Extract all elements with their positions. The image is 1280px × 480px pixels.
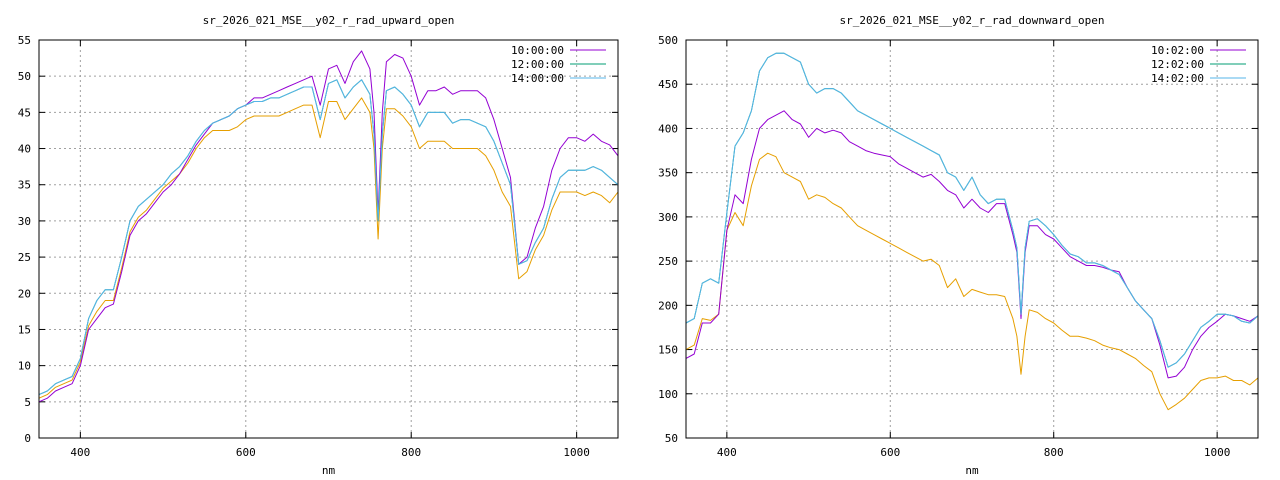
y-tick-label: 250 <box>658 255 678 268</box>
chart-1: sr_2026_021_MSE__y02_r_rad_upward_open 0 5… <box>18 14 619 477</box>
legend-label: 10:00:00 <box>511 44 564 57</box>
legend-label: 14:00:00 <box>511 72 564 85</box>
y-tick-label: 5 <box>24 396 31 409</box>
y-tick-label: 55 <box>18 34 31 47</box>
y-tick-label: 10 <box>18 360 31 373</box>
series-line-unlabeled <box>685 152 1259 411</box>
grid <box>686 40 1258 438</box>
plot-frame <box>38 39 619 439</box>
legend-label: 12:00:00 <box>511 58 564 71</box>
x-tick-label: 400 <box>70 446 90 459</box>
x-axis-label: nm <box>965 464 979 477</box>
y-tick-label: 15 <box>18 323 31 336</box>
legend-label: 12:02:00 <box>1151 58 1204 71</box>
y-tick-label: 40 <box>18 143 31 156</box>
y-tick-label: 150 <box>658 344 678 357</box>
y-tick-label: 100 <box>658 388 678 401</box>
chart-2: sr_2026_021_MSE__y02_r_rad_downward_open… <box>658 14 1259 477</box>
x-tick-label: 600 <box>236 446 256 459</box>
series-group <box>685 52 1259 411</box>
series-line-unlabeled <box>38 97 619 399</box>
y-tick-label: 450 <box>658 78 678 91</box>
series-line-140000 <box>38 79 619 396</box>
y-tick-label: 25 <box>18 251 31 264</box>
legend-label: 14:02:00 <box>1151 72 1204 85</box>
y-tick-label: 20 <box>18 287 31 300</box>
x-tick-label: 400 <box>717 446 737 459</box>
x-tick-label: 800 <box>1044 446 1064 459</box>
y-tick-label: 200 <box>658 299 678 312</box>
x-tick-label: 1000 <box>563 446 590 459</box>
y-tick-label: 35 <box>18 179 31 192</box>
y-tick-label: 50 <box>665 432 678 445</box>
y-tick-label: 350 <box>658 167 678 180</box>
x-axis-label: nm <box>322 464 336 477</box>
x-tick-label: 1000 <box>1204 446 1231 459</box>
legend-label: 10:02:00 <box>1151 44 1204 57</box>
y-tick-label: 500 <box>658 34 678 47</box>
series-line-140200 <box>685 52 1259 368</box>
chart-title: sr_2026_021_MSE__y02_r_rad_upward_open <box>203 14 455 27</box>
plot-frame <box>685 39 1259 439</box>
series-line-100200 <box>685 110 1259 379</box>
y-tick-label: 50 <box>18 70 31 83</box>
series-group <box>38 50 619 403</box>
grid <box>39 40 618 438</box>
y-tick-label: 30 <box>18 215 31 228</box>
chart-title: sr_2026_021_MSE__y02_r_rad_downward_open <box>840 14 1105 27</box>
y-tick-label: 400 <box>658 122 678 135</box>
y-tick-label: 45 <box>18 106 31 119</box>
x-tick-label: 800 <box>401 446 421 459</box>
y-tick-label: 0 <box>24 432 31 445</box>
y-tick-label: 300 <box>658 211 678 224</box>
x-tick-label: 600 <box>880 446 900 459</box>
series-line-120200 <box>685 52 1259 368</box>
